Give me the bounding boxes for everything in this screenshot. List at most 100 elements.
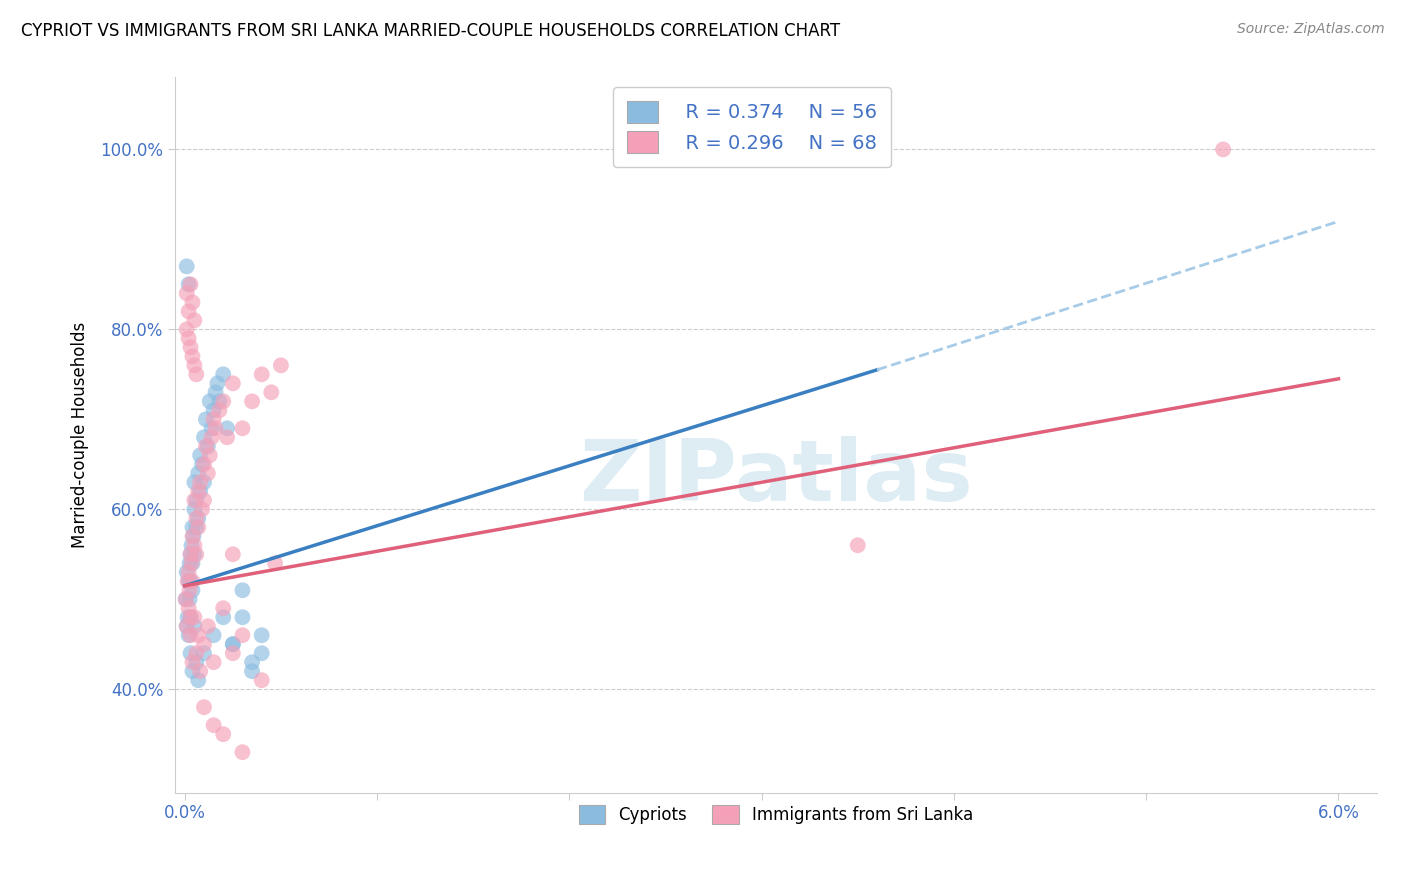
Point xyxy=(250,628,273,642)
Point xyxy=(204,421,226,435)
Point xyxy=(217,421,239,435)
Point xyxy=(194,412,217,426)
Point xyxy=(231,610,253,624)
Point xyxy=(204,385,226,400)
Point xyxy=(217,430,239,444)
Point xyxy=(180,574,202,589)
Point xyxy=(183,610,205,624)
Point xyxy=(174,592,197,607)
Point xyxy=(180,556,202,570)
Point xyxy=(198,394,221,409)
Point xyxy=(181,583,204,598)
Point xyxy=(197,619,219,633)
Point xyxy=(180,277,202,292)
Point xyxy=(193,646,215,660)
Point xyxy=(231,628,253,642)
Point xyxy=(222,376,245,391)
Point xyxy=(231,421,253,435)
Point xyxy=(180,646,202,660)
Point xyxy=(183,619,205,633)
Point xyxy=(193,637,215,651)
Point xyxy=(201,421,224,435)
Point xyxy=(180,538,202,552)
Point xyxy=(183,529,205,543)
Point xyxy=(176,619,198,633)
Point xyxy=(250,646,273,660)
Point xyxy=(181,529,204,543)
Point xyxy=(180,610,202,624)
Point xyxy=(240,655,263,669)
Point xyxy=(186,646,208,660)
Point xyxy=(222,547,245,561)
Point xyxy=(177,277,200,292)
Point xyxy=(208,403,231,417)
Point xyxy=(177,628,200,642)
Point xyxy=(179,592,201,607)
Text: CYPRIOT VS IMMIGRANTS FROM SRI LANKA MARRIED-COUPLE HOUSEHOLDS CORRELATION CHART: CYPRIOT VS IMMIGRANTS FROM SRI LANKA MAR… xyxy=(21,22,841,40)
Point xyxy=(222,646,245,660)
Point xyxy=(176,610,198,624)
Point xyxy=(202,718,225,732)
Point xyxy=(179,583,201,598)
Point xyxy=(202,655,225,669)
Point xyxy=(202,628,225,642)
Point xyxy=(198,448,221,462)
Point xyxy=(186,493,208,508)
Point xyxy=(250,368,273,382)
Point xyxy=(187,673,209,688)
Point xyxy=(181,574,204,589)
Point xyxy=(194,439,217,453)
Point xyxy=(186,368,208,382)
Point xyxy=(181,349,204,363)
Point xyxy=(181,520,204,534)
Point xyxy=(186,655,208,669)
Point xyxy=(188,475,211,490)
Point xyxy=(183,313,205,327)
Point xyxy=(207,376,229,391)
Point xyxy=(187,511,209,525)
Point xyxy=(177,601,200,615)
Point xyxy=(231,745,253,759)
Point xyxy=(212,610,235,624)
Point xyxy=(188,484,211,499)
Point xyxy=(183,475,205,490)
Point xyxy=(202,412,225,426)
Point xyxy=(183,547,205,561)
Point xyxy=(180,628,202,642)
Point xyxy=(176,286,198,301)
Point xyxy=(181,664,204,678)
Point xyxy=(240,394,263,409)
Y-axis label: Married-couple Households: Married-couple Households xyxy=(72,322,89,549)
Point xyxy=(212,394,235,409)
Point xyxy=(197,467,219,481)
Point xyxy=(177,566,200,580)
Point xyxy=(188,448,211,462)
Point xyxy=(181,295,204,310)
Point xyxy=(174,592,197,607)
Point xyxy=(183,359,205,373)
Point xyxy=(180,340,202,354)
Point xyxy=(183,538,205,552)
Point xyxy=(176,322,198,336)
Point xyxy=(193,700,215,714)
Point xyxy=(177,574,200,589)
Point xyxy=(187,520,209,534)
Point xyxy=(222,637,245,651)
Point xyxy=(212,368,235,382)
Point xyxy=(176,574,198,589)
Point xyxy=(1212,143,1234,157)
Point xyxy=(191,502,214,516)
Point xyxy=(183,502,205,516)
Point xyxy=(193,493,215,508)
Point xyxy=(188,664,211,678)
Point xyxy=(193,475,215,490)
Point xyxy=(231,583,253,598)
Point xyxy=(260,385,283,400)
Point xyxy=(212,601,235,615)
Text: ZIPatlas: ZIPatlas xyxy=(579,436,973,519)
Point xyxy=(180,547,202,561)
Legend: Cypriots, Immigrants from Sri Lanka: Cypriots, Immigrants from Sri Lanka xyxy=(568,795,984,834)
Point xyxy=(186,511,208,525)
Point xyxy=(181,556,204,570)
Point xyxy=(201,430,224,444)
